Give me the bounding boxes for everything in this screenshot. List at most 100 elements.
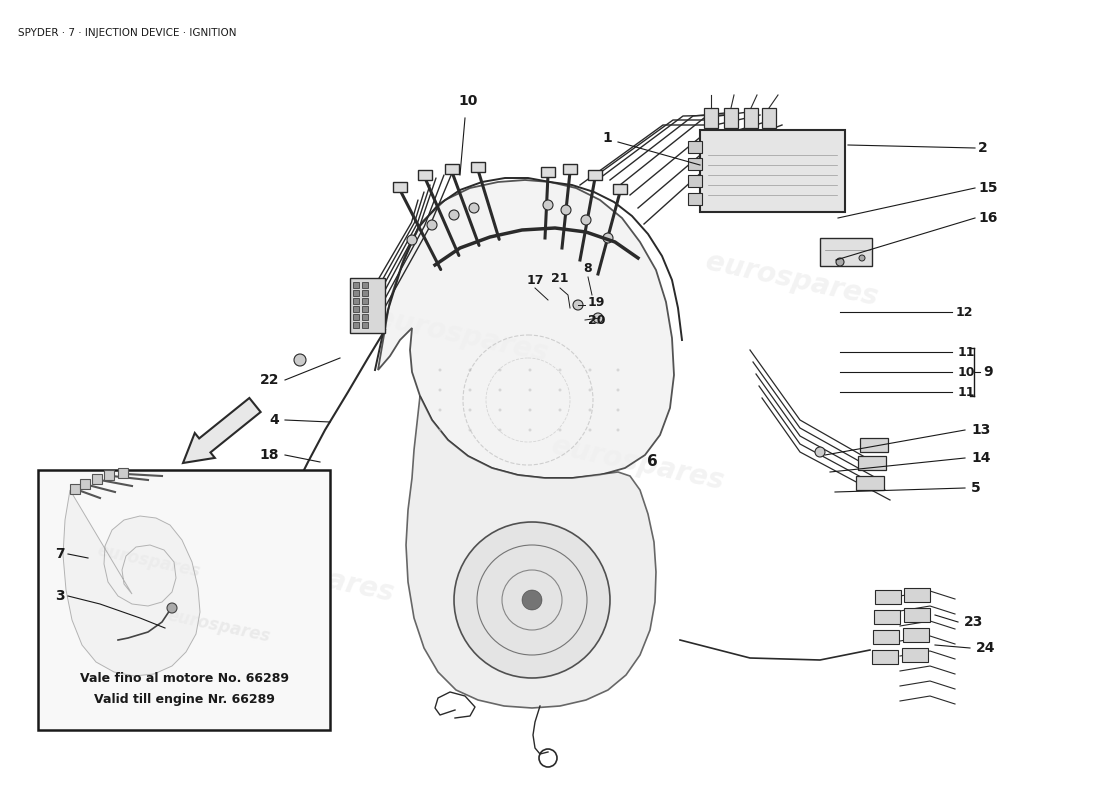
Circle shape [449,210,459,220]
Bar [446,164,459,174]
Text: 18: 18 [260,448,279,462]
Bar [353,298,359,304]
Bar [588,170,602,180]
Bar [613,184,627,194]
Circle shape [588,429,592,431]
Text: 8: 8 [584,262,592,274]
Circle shape [469,429,472,431]
Text: 9: 9 [983,365,992,379]
Text: 13: 13 [971,423,990,437]
Circle shape [498,389,502,391]
Circle shape [439,429,441,431]
Circle shape [581,215,591,225]
FancyArrow shape [183,398,261,463]
Circle shape [815,447,825,457]
Circle shape [469,369,472,371]
Circle shape [294,354,306,366]
Text: 20: 20 [588,314,605,326]
Text: eurospares: eurospares [166,606,273,646]
Bar [860,438,888,452]
Circle shape [603,233,613,243]
Bar [353,290,359,296]
Polygon shape [63,490,200,676]
Bar [904,588,930,602]
Text: 14: 14 [971,451,990,465]
Bar [704,108,718,128]
Text: 10: 10 [958,366,976,378]
Circle shape [588,409,592,411]
Polygon shape [378,180,674,478]
Circle shape [559,369,561,371]
Bar [858,456,886,470]
Circle shape [616,409,619,411]
Circle shape [836,258,844,266]
Circle shape [593,313,603,323]
Text: 2: 2 [978,141,988,155]
Circle shape [498,409,502,411]
Text: eurospares: eurospares [219,544,397,608]
Circle shape [616,389,619,391]
Circle shape [528,389,531,391]
Circle shape [439,409,441,411]
Polygon shape [406,396,656,708]
Circle shape [469,389,472,391]
Circle shape [588,369,592,371]
Bar [362,282,369,288]
Bar [104,470,114,480]
Bar [688,141,702,153]
Circle shape [559,409,561,411]
Bar [353,314,359,320]
Circle shape [588,389,592,391]
Bar [688,175,702,187]
Bar [688,193,702,205]
Text: eurospares: eurospares [703,248,881,312]
Circle shape [559,429,561,431]
Bar [471,162,485,172]
Text: 12: 12 [956,306,974,318]
Bar [904,608,930,622]
Text: 6: 6 [647,454,658,470]
Bar [92,474,102,484]
Text: 11: 11 [958,386,976,398]
Bar [762,108,776,128]
Bar [39,470,330,730]
Text: 7: 7 [55,547,65,561]
Circle shape [427,220,437,230]
Circle shape [528,429,531,431]
Bar [362,314,369,320]
Bar [873,630,899,644]
Text: 17: 17 [526,274,543,286]
Text: 11: 11 [958,346,976,358]
Bar [362,306,369,312]
Text: 21: 21 [551,271,569,285]
Bar [362,290,369,296]
Bar [872,650,898,664]
Text: 5: 5 [971,481,981,495]
Text: 22: 22 [260,373,279,387]
Circle shape [543,200,553,210]
Circle shape [498,369,502,371]
Bar [418,170,432,180]
Text: eurospares: eurospares [549,432,727,496]
Text: 10: 10 [459,94,477,108]
Text: Valid till engine Nr. 66289: Valid till engine Nr. 66289 [94,694,274,706]
Circle shape [616,429,619,431]
Circle shape [469,409,472,411]
Bar [80,479,90,489]
Text: 19: 19 [588,295,605,309]
Circle shape [439,369,441,371]
Bar [393,182,407,192]
Bar [688,158,702,170]
Bar [874,610,900,624]
Bar [724,108,738,128]
Circle shape [167,603,177,613]
Circle shape [528,369,531,371]
Circle shape [469,203,478,213]
Bar [856,476,884,490]
Bar [874,590,901,604]
Circle shape [859,255,865,261]
Bar [700,130,845,212]
Text: 15: 15 [978,181,998,195]
Text: 24: 24 [976,641,996,655]
Text: 23: 23 [964,615,983,629]
